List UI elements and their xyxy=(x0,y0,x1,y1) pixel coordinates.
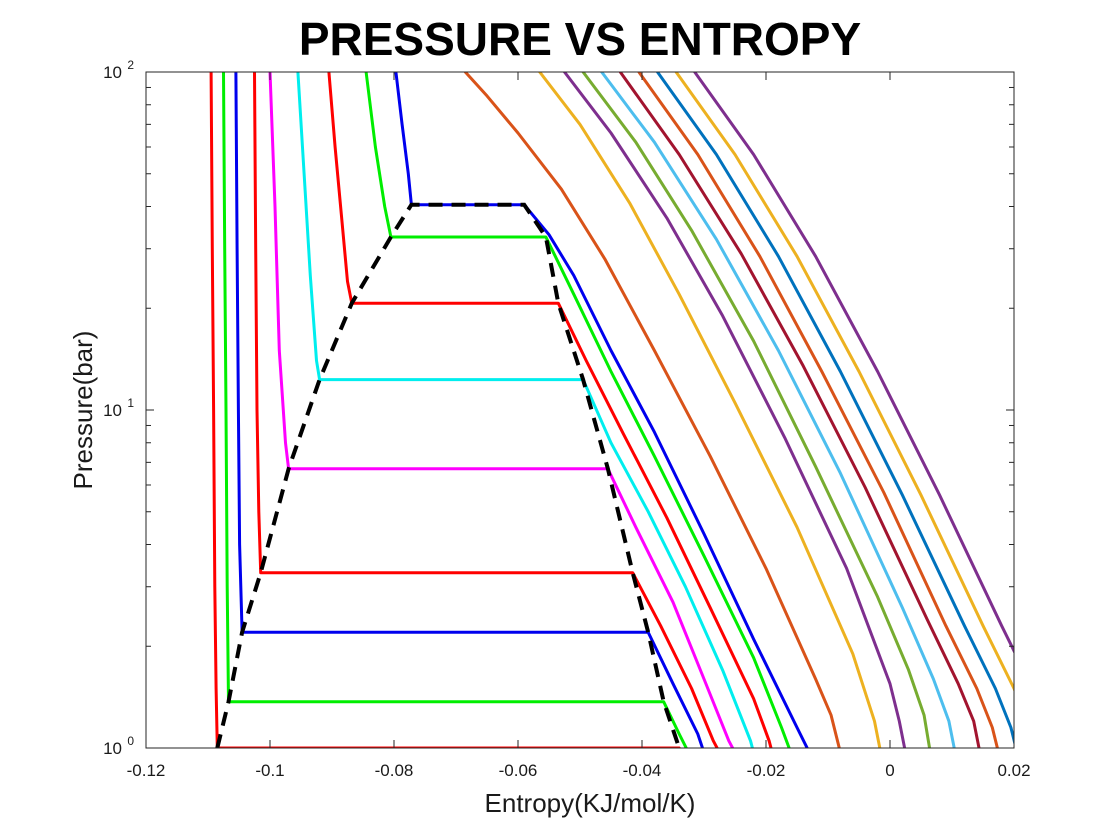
x-tick-label: -0.08 xyxy=(375,761,414,780)
y-tick-label-exponent: 0 xyxy=(127,734,134,748)
x-tick-label: -0.04 xyxy=(623,761,662,780)
y-tick-label-exponent: 1 xyxy=(127,396,134,410)
isotherm-line-18 xyxy=(674,72,1014,693)
isotherm-line-19 xyxy=(693,72,1014,655)
isotherm-line-11 xyxy=(538,72,882,748)
series-layer xyxy=(209,72,1014,748)
x-tick-label: -0.02 xyxy=(747,761,786,780)
isotherm-line-5 xyxy=(268,72,735,748)
isotherm-line-7 xyxy=(327,72,773,748)
isotherm-line-6 xyxy=(296,72,754,748)
x-tick-label: 0.02 xyxy=(997,761,1030,780)
y-axis-label: Pressure(bar) xyxy=(68,331,98,490)
isotherm-line-12 xyxy=(563,72,907,748)
isotherm-line-3 xyxy=(234,72,705,748)
isotherm-line-2 xyxy=(222,72,688,748)
isotherm-line-1 xyxy=(209,72,682,748)
y-tick-label: 10 xyxy=(103,401,122,420)
isotherm-line-14 xyxy=(600,72,956,748)
isotherm-line-4 xyxy=(253,72,719,748)
isotherm-line-16 xyxy=(637,72,999,748)
axis-ticks: -0.12 -0.1 -0.08 -0.06 -0.04 -0.02 0 0.02 10 0 10 1… xyxy=(103,58,1030,780)
plot-frame xyxy=(145,71,1015,749)
isotherm-line-17 xyxy=(656,72,1014,747)
x-axis-label: Entropy(KJ/mol/K) xyxy=(485,788,696,818)
y-tick-label: 10 xyxy=(103,739,122,758)
isotherm-line-13 xyxy=(581,72,932,748)
y-tick-label: 10 xyxy=(103,63,122,82)
isotherm-line-9 xyxy=(394,72,809,748)
saturation-dome-line xyxy=(215,202,682,748)
saturation-dome-layer xyxy=(215,202,682,748)
isotherm-line-8 xyxy=(364,72,791,748)
y-tick-label-exponent: 2 xyxy=(127,58,134,72)
x-tick-label: -0.06 xyxy=(499,761,538,780)
isotherm-line-10 xyxy=(463,72,841,748)
x-tick-label: -0.12 xyxy=(127,761,166,780)
x-tick-label: 0 xyxy=(885,761,894,780)
x-tick-label: -0.1 xyxy=(255,761,284,780)
chart-title: PRESSURE VS ENTROPY xyxy=(299,13,861,65)
isotherm-line-15 xyxy=(618,72,981,748)
